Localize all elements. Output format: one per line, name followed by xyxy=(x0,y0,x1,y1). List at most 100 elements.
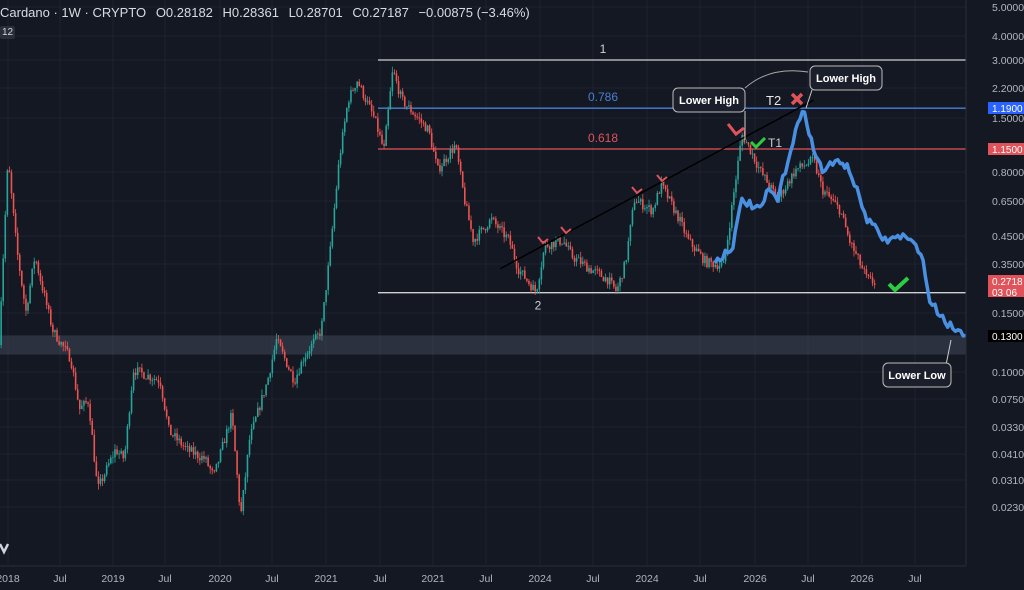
candle xyxy=(118,453,120,455)
candle xyxy=(865,269,868,275)
candle xyxy=(292,371,294,383)
candle xyxy=(149,374,151,381)
x-tick-label: 2024 xyxy=(528,573,552,585)
candle xyxy=(265,384,267,396)
price-change: −0.00875 (−3.46%) xyxy=(418,5,530,20)
candle xyxy=(569,245,572,250)
ohlc-high: H0.28361 xyxy=(222,5,279,20)
candle xyxy=(4,214,7,259)
candle xyxy=(385,125,387,146)
candle xyxy=(768,182,770,189)
candle xyxy=(414,114,416,117)
y-tick-label: 0.0230 xyxy=(992,502,1024,514)
candle xyxy=(242,490,245,512)
candle xyxy=(271,359,274,374)
candle xyxy=(112,457,114,458)
candle xyxy=(555,240,557,248)
candle xyxy=(225,428,228,444)
candle xyxy=(50,309,52,325)
candle xyxy=(813,156,816,161)
candle xyxy=(660,180,663,194)
candle xyxy=(846,227,849,235)
candle xyxy=(399,91,402,95)
candle xyxy=(652,207,654,215)
candle xyxy=(310,343,313,352)
x-tick-label: Jul xyxy=(479,573,492,585)
price-badge xyxy=(988,102,1024,114)
candle xyxy=(464,187,466,205)
candle xyxy=(267,378,269,385)
level-label: 0.786 xyxy=(588,90,618,104)
candle xyxy=(534,284,536,292)
candle xyxy=(461,171,464,188)
candle xyxy=(122,451,125,459)
candle xyxy=(497,224,499,229)
candle xyxy=(799,163,801,168)
candle xyxy=(581,261,584,265)
time-axis[interactable]: 2018 Jul 2019 Jul 2020 Jul 2021 Jul 2021 Jul 2024 J… xyxy=(0,565,966,585)
symbol-title[interactable]: Cardano · 1W · CRYPTO xyxy=(0,5,147,20)
price-badge xyxy=(988,330,1024,342)
candle xyxy=(565,242,568,247)
candle xyxy=(563,242,565,244)
candle xyxy=(805,165,808,167)
candle xyxy=(575,258,578,262)
candle xyxy=(801,163,804,167)
candle xyxy=(610,277,613,281)
candle xyxy=(341,132,344,153)
candle xyxy=(192,447,195,455)
candle xyxy=(838,205,841,215)
candle xyxy=(16,232,19,255)
candle xyxy=(693,246,696,252)
candle xyxy=(176,433,178,441)
candle xyxy=(737,160,739,180)
candle xyxy=(219,449,222,462)
candle xyxy=(762,168,764,175)
candle xyxy=(855,251,857,254)
arrow-icon xyxy=(537,236,549,245)
candle xyxy=(259,407,261,410)
candle xyxy=(697,248,700,252)
candle xyxy=(167,416,170,425)
candle xyxy=(163,398,166,410)
candle xyxy=(397,81,400,95)
ohlc-low: L0.28701 xyxy=(288,5,343,20)
candle xyxy=(842,213,845,218)
candle xyxy=(213,470,216,472)
candle xyxy=(753,153,756,162)
grid xyxy=(0,0,966,565)
candle xyxy=(188,446,191,452)
candle xyxy=(374,116,377,118)
candle xyxy=(194,451,197,455)
candle xyxy=(604,277,607,282)
candle xyxy=(844,217,847,228)
candle xyxy=(681,216,683,223)
candle xyxy=(312,338,315,344)
candle xyxy=(41,281,44,291)
candle xyxy=(60,342,62,345)
candle xyxy=(91,420,93,435)
candle xyxy=(432,147,435,152)
candle xyxy=(103,474,106,481)
candle xyxy=(519,271,522,275)
indicator-badge[interactable]: 12 xyxy=(0,26,16,39)
arrow-icon xyxy=(631,186,643,195)
x-tick-label: Jul xyxy=(158,573,171,585)
candle xyxy=(811,156,814,158)
candle xyxy=(639,199,642,202)
candle xyxy=(445,158,447,162)
candle xyxy=(507,234,510,236)
price-axis[interactable]: 5.0000 4.0000 3.0000 2.2000 1.5000 0.8000 0.65… xyxy=(965,0,1024,565)
candle xyxy=(143,372,145,379)
candle xyxy=(147,374,149,379)
candle xyxy=(89,403,91,421)
candle xyxy=(517,268,520,275)
candle xyxy=(52,324,54,333)
candle xyxy=(633,202,636,211)
candle xyxy=(437,158,439,166)
candle xyxy=(869,276,872,278)
ohlc-open: O0.28182 xyxy=(155,5,213,20)
candle xyxy=(172,435,174,437)
candle xyxy=(786,181,789,189)
